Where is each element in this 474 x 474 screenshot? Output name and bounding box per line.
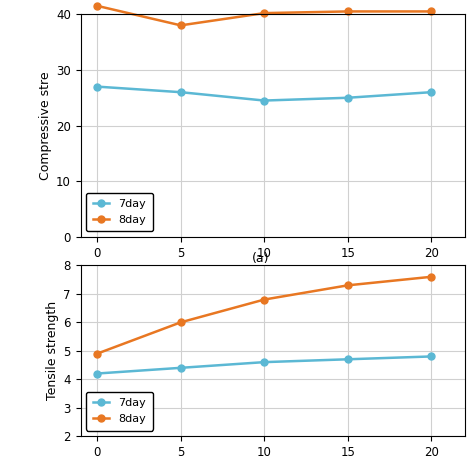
Line: 8day: 8day xyxy=(94,273,435,357)
X-axis label: Polymer cement ratio: Polymer cement ratio xyxy=(188,268,357,282)
8day xyxy=(261,10,267,16)
7day xyxy=(261,98,267,103)
8day xyxy=(94,3,100,9)
Line: 8day: 8day xyxy=(94,2,435,29)
8day xyxy=(178,23,183,28)
7day xyxy=(261,359,267,365)
7day xyxy=(94,371,100,376)
7day xyxy=(428,354,434,359)
8day xyxy=(261,297,267,302)
Legend: 7day, 8day: 7day, 8day xyxy=(86,392,153,430)
8day xyxy=(428,274,434,280)
8day xyxy=(345,283,350,288)
8day xyxy=(178,319,183,325)
Text: (a): (a) xyxy=(252,252,269,265)
7day xyxy=(178,365,183,371)
8day xyxy=(345,9,350,14)
Line: 7day: 7day xyxy=(94,353,435,377)
Y-axis label: Compressive stre: Compressive stre xyxy=(39,71,52,180)
8day xyxy=(94,351,100,356)
8day xyxy=(428,9,434,14)
7day xyxy=(345,356,350,362)
Y-axis label: Tensile strength: Tensile strength xyxy=(46,301,59,401)
7day xyxy=(428,89,434,95)
7day xyxy=(345,95,350,100)
7day xyxy=(178,89,183,95)
Line: 7day: 7day xyxy=(94,83,435,104)
7day xyxy=(94,84,100,90)
Legend: 7day, 8day: 7day, 8day xyxy=(86,192,153,231)
